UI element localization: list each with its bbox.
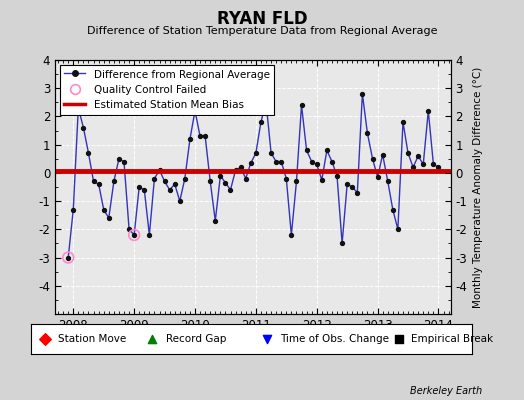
Text: Record Gap: Record Gap — [166, 334, 226, 344]
Point — [40, 336, 49, 342]
Point — [414, 153, 422, 159]
Point — [395, 336, 403, 342]
Point — [135, 184, 144, 190]
Point — [226, 187, 235, 193]
Point — [318, 177, 326, 183]
Point — [150, 175, 159, 182]
Point — [363, 130, 372, 136]
Point — [125, 226, 133, 232]
Point — [148, 336, 157, 342]
Text: Difference of Station Temperature Data from Regional Average: Difference of Station Temperature Data f… — [87, 26, 437, 36]
Point — [419, 161, 428, 168]
Point — [120, 158, 128, 165]
Point — [374, 174, 382, 180]
Point — [206, 178, 214, 184]
Point — [338, 240, 346, 247]
Point — [221, 180, 230, 186]
Text: RYAN FLD: RYAN FLD — [217, 10, 307, 28]
Point — [166, 187, 174, 193]
Point — [94, 181, 103, 187]
Point — [130, 232, 138, 238]
Point — [297, 102, 305, 108]
Point — [211, 218, 220, 224]
Point — [74, 105, 82, 111]
Point — [64, 254, 72, 261]
Point — [378, 151, 387, 158]
Point — [302, 147, 311, 154]
Point — [353, 190, 362, 196]
Text: Station Move: Station Move — [58, 334, 126, 344]
Point — [384, 178, 392, 184]
Point — [242, 175, 250, 182]
Point — [267, 150, 275, 156]
Point — [323, 147, 331, 154]
Point — [160, 178, 169, 184]
Point — [333, 172, 341, 179]
Point — [257, 119, 265, 125]
Point — [186, 136, 194, 142]
Point — [312, 161, 321, 168]
Point — [262, 99, 270, 106]
Text: Berkeley Earth: Berkeley Earth — [410, 386, 482, 396]
Point — [79, 124, 88, 131]
Point — [64, 254, 72, 261]
Point — [277, 158, 286, 165]
Point — [140, 187, 148, 193]
Text: Time of Obs. Change: Time of Obs. Change — [280, 334, 389, 344]
Point — [130, 232, 138, 238]
Point — [100, 206, 108, 213]
Point — [247, 160, 255, 166]
Point — [110, 178, 118, 184]
Point — [263, 336, 271, 342]
Point — [292, 178, 301, 184]
Point — [176, 198, 184, 204]
Point — [368, 156, 377, 162]
Point — [343, 181, 352, 187]
Point — [308, 158, 316, 165]
Point — [84, 150, 93, 156]
Point — [394, 226, 402, 232]
Point — [358, 91, 367, 97]
Point — [201, 133, 210, 139]
Point — [389, 206, 397, 213]
Point — [90, 178, 98, 184]
Point — [115, 156, 123, 162]
Point — [434, 164, 443, 170]
Point — [155, 167, 163, 173]
Point — [145, 232, 154, 238]
Point — [216, 172, 225, 179]
Point — [170, 181, 179, 187]
Point — [409, 164, 417, 170]
Point — [252, 150, 260, 156]
Point — [236, 164, 245, 170]
Point — [181, 175, 189, 182]
Point — [282, 175, 290, 182]
Text: Empirical Break: Empirical Break — [411, 334, 493, 344]
Point — [196, 133, 204, 139]
Point — [328, 158, 336, 165]
Point — [287, 232, 296, 238]
Point — [105, 215, 113, 221]
Point — [424, 108, 432, 114]
Point — [404, 150, 412, 156]
Point — [272, 158, 280, 165]
Point — [69, 206, 78, 213]
Point — [399, 119, 407, 125]
Point — [348, 184, 356, 190]
Point — [191, 108, 199, 114]
Point — [232, 167, 240, 173]
Legend: Difference from Regional Average, Quality Control Failed, Estimated Station Mean: Difference from Regional Average, Qualit… — [60, 65, 274, 115]
Y-axis label: Monthly Temperature Anomaly Difference (°C): Monthly Temperature Anomaly Difference (… — [473, 66, 483, 308]
Point — [429, 161, 438, 168]
